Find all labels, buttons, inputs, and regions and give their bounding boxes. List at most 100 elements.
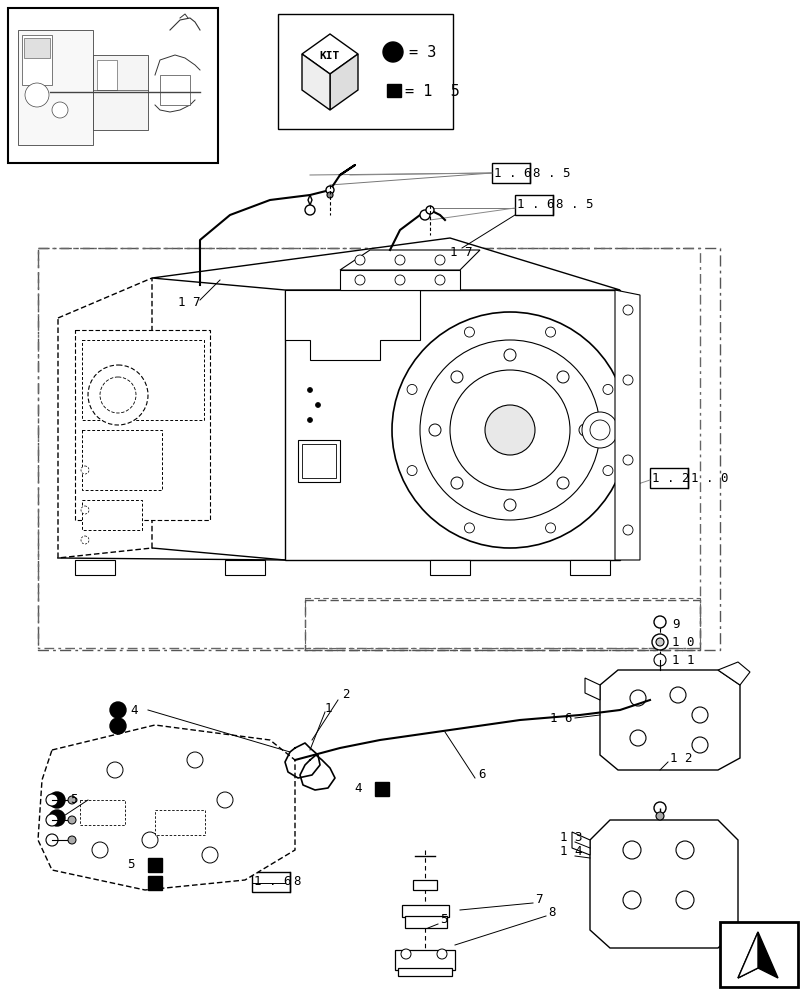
Bar [75, 330, 210, 520]
Bar [8, 8, 217, 163]
Bar [302, 444, 336, 478]
Text: KIT: KIT [320, 51, 340, 61]
Circle shape [691, 737, 707, 753]
Polygon shape [329, 54, 358, 110]
Circle shape [392, 312, 627, 548]
Circle shape [464, 327, 474, 337]
Bar [18, 30, 93, 145]
Circle shape [88, 365, 148, 425]
Bar [97, 60, 117, 90]
Bar [649, 468, 687, 488]
Bar [160, 75, 190, 105]
Circle shape [383, 42, 402, 62]
Bar [75, 560, 115, 575]
Circle shape [100, 377, 135, 413]
Circle shape [46, 834, 58, 846]
Circle shape [450, 371, 462, 383]
Text: 8: 8 [293, 876, 300, 888]
Polygon shape [58, 278, 152, 558]
Text: 1 . 2: 1 . 2 [651, 472, 689, 485]
Circle shape [556, 371, 569, 383]
Circle shape [187, 752, 203, 768]
Text: 1 . 6: 1 . 6 [493, 167, 531, 180]
Circle shape [691, 707, 707, 723]
Bar [148, 858, 162, 872]
Text: 4: 4 [354, 782, 362, 795]
Circle shape [68, 836, 76, 844]
Circle shape [669, 687, 685, 703]
Bar [82, 500, 142, 530]
Bar [80, 800, 125, 825]
Text: 1 2: 1 2 [669, 752, 692, 764]
Circle shape [354, 255, 365, 265]
Circle shape [46, 814, 58, 826]
Text: 1 . 0: 1 . 0 [690, 472, 727, 485]
Circle shape [92, 842, 108, 858]
Polygon shape [340, 270, 460, 290]
Circle shape [450, 477, 462, 489]
Circle shape [676, 891, 693, 909]
Circle shape [307, 387, 312, 392]
Circle shape [622, 841, 640, 859]
Circle shape [142, 832, 158, 848]
Bar [155, 810, 204, 835]
Circle shape [622, 375, 633, 385]
Polygon shape [152, 238, 620, 290]
Bar [387, 84, 401, 97]
Circle shape [202, 847, 217, 863]
Circle shape [676, 841, 693, 859]
Circle shape [590, 420, 609, 440]
Text: 5: 5 [127, 858, 135, 871]
Circle shape [68, 796, 76, 804]
Circle shape [622, 525, 633, 535]
Circle shape [603, 466, 612, 476]
Circle shape [327, 192, 333, 198]
Bar [298, 440, 340, 482]
Circle shape [435, 255, 444, 265]
Bar [375, 782, 388, 796]
Bar [397, 968, 452, 976]
Text: 1 6: 1 6 [549, 712, 572, 724]
Polygon shape [38, 725, 294, 890]
Text: 5: 5 [70, 793, 77, 806]
Bar [82, 340, 204, 420]
Circle shape [622, 305, 633, 315]
Circle shape [107, 762, 122, 778]
Bar [24, 38, 50, 58]
Text: 4: 4 [130, 704, 137, 716]
Circle shape [581, 412, 617, 448]
Circle shape [556, 477, 569, 489]
Circle shape [435, 275, 444, 285]
Circle shape [217, 792, 233, 808]
Bar [405, 916, 446, 928]
Polygon shape [599, 670, 739, 770]
Circle shape [622, 455, 633, 465]
Circle shape [629, 730, 646, 746]
Text: 9: 9 [672, 618, 679, 632]
Polygon shape [614, 290, 639, 560]
Circle shape [81, 536, 89, 544]
Bar [277, 14, 453, 129]
Bar [430, 560, 470, 575]
Polygon shape [340, 250, 479, 270]
Circle shape [49, 810, 65, 826]
Bar [82, 430, 162, 490]
Bar [569, 560, 609, 575]
Polygon shape [737, 932, 757, 978]
Polygon shape [285, 290, 419, 360]
Polygon shape [590, 820, 737, 948]
Text: 1 3: 1 3 [560, 831, 581, 844]
Circle shape [307, 418, 312, 422]
Text: 1 1: 1 1 [672, 654, 693, 666]
Text: 8 . 5: 8 . 5 [556, 198, 593, 212]
Text: 1 7: 1 7 [178, 296, 200, 310]
Circle shape [394, 275, 405, 285]
Circle shape [68, 816, 76, 824]
Bar [719, 922, 797, 987]
Bar [514, 195, 552, 215]
Circle shape [428, 424, 440, 436]
Circle shape [81, 506, 89, 514]
Circle shape [49, 792, 65, 808]
Circle shape [449, 370, 569, 490]
Text: 1 4: 1 4 [560, 845, 581, 858]
